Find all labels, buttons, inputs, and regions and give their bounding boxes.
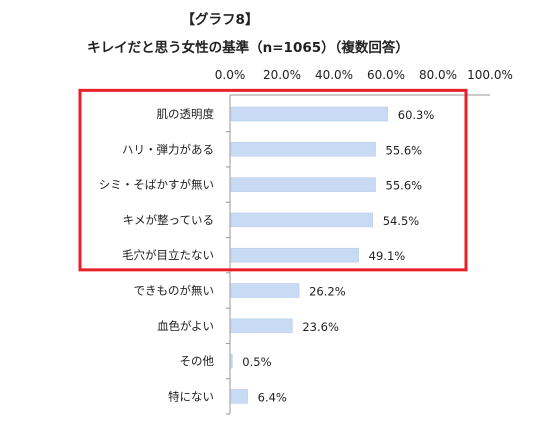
data-label: 54.5% xyxy=(383,214,420,228)
bar xyxy=(230,283,300,298)
bar xyxy=(230,212,373,228)
x-tick-label: 80.0% xyxy=(419,68,457,82)
x-tick-label: 40.0% xyxy=(315,68,353,82)
bar xyxy=(230,106,389,122)
category-label: その他 xyxy=(180,354,215,368)
data-label: 6.4% xyxy=(258,390,287,404)
category-label: 毛穴が目立たない xyxy=(122,248,214,262)
chart-title: キレイだと思う女性の基準（n=1065）（複数回答） xyxy=(87,40,409,56)
category-label: ハリ・弾力がある xyxy=(122,142,214,156)
bar xyxy=(230,389,248,404)
data-label: 49.1% xyxy=(369,249,406,263)
category-label: キメが整っている xyxy=(123,213,214,227)
category-label: 血色がよい xyxy=(157,319,214,333)
category-label: シミ・そばかすが無い xyxy=(99,178,214,192)
bar xyxy=(230,177,376,192)
data-label: 0.5% xyxy=(242,355,271,369)
data-label: 60.3% xyxy=(398,108,435,122)
category-label: 肌の透明度 xyxy=(157,107,215,121)
x-tick-label: 100.0% xyxy=(467,68,513,82)
x-tick-label: 60.0% xyxy=(367,68,405,82)
bar xyxy=(230,247,359,263)
data-label: 55.6% xyxy=(386,143,423,157)
x-tick-label: 0.0% xyxy=(215,68,246,82)
data-label: 26.2% xyxy=(309,285,346,299)
category-label: できものが無い xyxy=(134,284,215,298)
bar xyxy=(230,318,293,334)
chart-title-label: 【グラフ8】 xyxy=(181,12,259,28)
bar xyxy=(230,142,376,157)
category-label: 特にない xyxy=(168,389,214,403)
data-label: 55.6% xyxy=(386,179,423,193)
bar xyxy=(230,353,233,369)
x-tick-label: 20.0% xyxy=(263,68,301,82)
highlight-box xyxy=(78,88,468,272)
data-label: 23.6% xyxy=(302,320,339,334)
